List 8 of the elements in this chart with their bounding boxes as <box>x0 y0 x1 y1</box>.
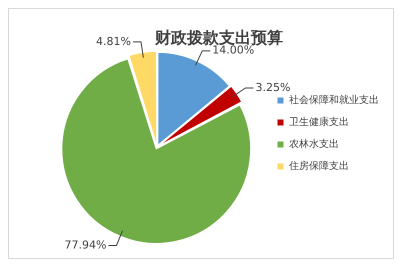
legend-label: 社会保障和就业支出 <box>289 94 379 106</box>
data-label: 4.81% <box>96 34 131 48</box>
data-label: 77.94% <box>64 238 106 252</box>
chart-title: 财政拨款支出预算 <box>154 28 283 47</box>
legend-label: 卫生健康支出 <box>289 116 349 128</box>
legend-label: 农林水支出 <box>289 138 339 150</box>
legend-label: 住房保障支出 <box>289 160 349 172</box>
data-label: 3.25% <box>255 80 290 94</box>
